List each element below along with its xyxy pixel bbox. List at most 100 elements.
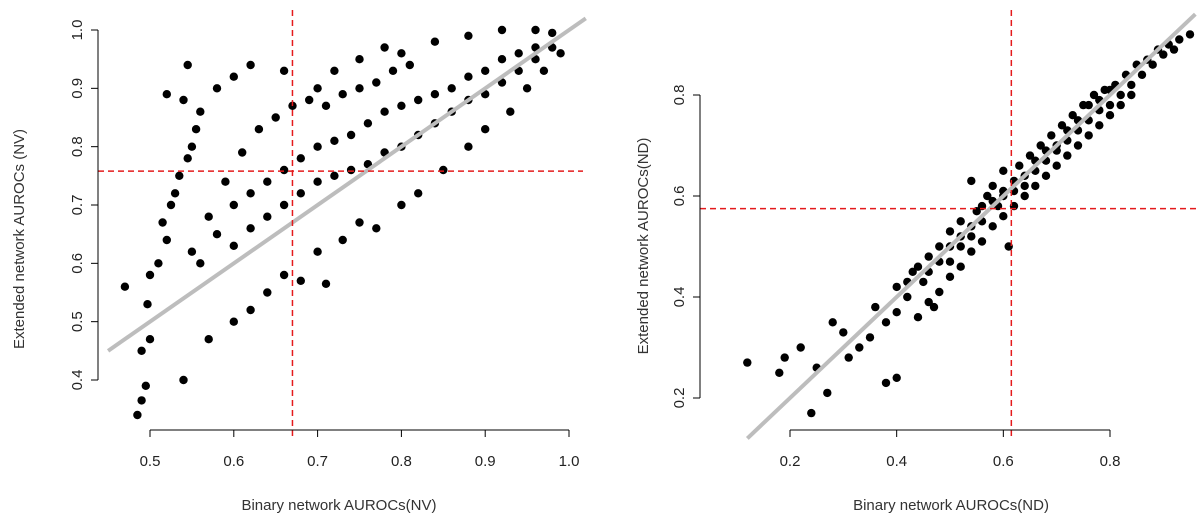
data-point bbox=[338, 90, 347, 99]
y-tick-label: 0.5 bbox=[69, 311, 86, 332]
data-point bbox=[229, 72, 238, 81]
data-point bbox=[945, 272, 955, 281]
data-point bbox=[865, 333, 875, 342]
data-point bbox=[296, 154, 305, 163]
data-point bbox=[796, 343, 805, 352]
data-point bbox=[1084, 131, 1093, 140]
data-point bbox=[1047, 131, 1056, 140]
scatter-plot-nd: 0.2 0.4 0.6 0.8 0.2 0.4 0.6 0.8 Binary network… bbox=[635, 10, 1199, 514]
data-point bbox=[330, 171, 339, 180]
data-point bbox=[439, 165, 448, 175]
data-point bbox=[141, 381, 150, 390]
data-point bbox=[881, 378, 891, 388]
data-point bbox=[1095, 121, 1104, 130]
data-point bbox=[1169, 45, 1179, 54]
data-point bbox=[229, 200, 238, 210]
data-point bbox=[743, 358, 752, 367]
data-point bbox=[145, 270, 155, 280]
data-point bbox=[196, 259, 205, 268]
x-tick-label: 0.6 bbox=[993, 453, 1014, 470]
data-point bbox=[497, 25, 507, 35]
data-point bbox=[871, 302, 880, 312]
data-point bbox=[380, 43, 389, 52]
data-point bbox=[935, 287, 944, 297]
data-point bbox=[254, 125, 264, 134]
data-point bbox=[903, 292, 912, 302]
data-point bbox=[956, 242, 965, 251]
x-axis-nd: 0.2 0.4 0.6 0.8 bbox=[780, 429, 1121, 470]
data-point bbox=[1057, 121, 1067, 130]
data-point bbox=[892, 308, 901, 317]
data-point bbox=[447, 84, 456, 93]
data-point bbox=[988, 222, 997, 231]
data-point bbox=[956, 217, 965, 226]
data-point bbox=[246, 60, 255, 70]
data-point bbox=[1015, 161, 1024, 170]
data-point bbox=[238, 148, 247, 157]
data-point bbox=[279, 270, 289, 280]
y-tick-label: 0.6 bbox=[671, 186, 688, 207]
data-point bbox=[924, 252, 933, 261]
data-point bbox=[363, 119, 373, 128]
data-point bbox=[924, 297, 933, 307]
scatter-plot-nv: 0.5 0.6 0.7 0.8 0.9 1.0 0.4 0.5 0.6 0.7 0.8 0.9 1.0… bbox=[11, 10, 587, 514]
data-point bbox=[1025, 151, 1035, 160]
data-point bbox=[183, 60, 192, 70]
data-point bbox=[355, 84, 364, 93]
data-point bbox=[397, 49, 406, 58]
data-point bbox=[330, 66, 339, 76]
y-tick-label: 0.4 bbox=[69, 370, 86, 391]
data-point bbox=[263, 288, 272, 297]
data-point bbox=[935, 242, 944, 251]
data-point bbox=[956, 262, 965, 271]
data-point bbox=[1127, 90, 1136, 100]
x-tick-label: 0.8 bbox=[1100, 453, 1121, 470]
data-point bbox=[154, 259, 163, 268]
data-point bbox=[430, 37, 440, 46]
data-point bbox=[372, 224, 381, 233]
data-point bbox=[1148, 60, 1157, 69]
data-point bbox=[212, 230, 222, 239]
data-point bbox=[983, 191, 992, 201]
data-point bbox=[828, 318, 837, 327]
data-point bbox=[133, 410, 142, 420]
data-point bbox=[497, 55, 507, 64]
data-point bbox=[145, 335, 155, 344]
data-point bbox=[464, 31, 473, 40]
data-point bbox=[179, 95, 188, 105]
data-point bbox=[1084, 100, 1093, 110]
data-point bbox=[355, 218, 364, 227]
data-point bbox=[162, 235, 171, 245]
data-point bbox=[977, 237, 987, 246]
data-point bbox=[464, 72, 473, 81]
x-tick-label: 0.5 bbox=[140, 453, 161, 470]
data-point bbox=[1031, 181, 1040, 191]
data-point bbox=[1041, 171, 1051, 180]
data-point bbox=[506, 107, 515, 116]
x-tick-label: 0.9 bbox=[475, 453, 496, 470]
data-point bbox=[137, 346, 146, 355]
data-point bbox=[908, 267, 917, 276]
diagonal-line-nv bbox=[106, 16, 587, 353]
data-point bbox=[514, 49, 523, 58]
x-axis-title-nd: Binary network AUROCs(ND) bbox=[853, 497, 1049, 514]
data-point bbox=[229, 241, 238, 250]
data-point bbox=[196, 107, 205, 116]
data-point bbox=[271, 113, 280, 122]
y-tick-label: 0.6 bbox=[69, 253, 86, 274]
data-point bbox=[263, 212, 272, 221]
data-point bbox=[967, 176, 976, 186]
data-point bbox=[1175, 35, 1184, 44]
data-point bbox=[999, 212, 1008, 221]
data-point bbox=[166, 200, 176, 210]
data-point bbox=[414, 95, 423, 105]
data-point bbox=[187, 142, 197, 151]
data-point bbox=[143, 300, 152, 309]
x-tick-label: 0.7 bbox=[307, 453, 328, 470]
data-point bbox=[1036, 141, 1045, 150]
data-point bbox=[305, 95, 314, 105]
data-point bbox=[405, 60, 414, 70]
x-axis-title-nv: Binary network AUROCs(NV) bbox=[241, 497, 436, 514]
data-point bbox=[522, 84, 532, 93]
